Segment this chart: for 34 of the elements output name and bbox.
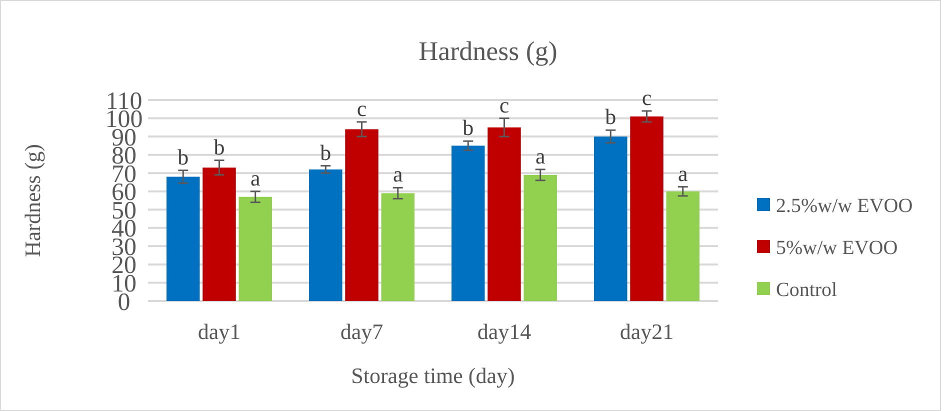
data-label: b: [462, 115, 474, 140]
bar: [666, 191, 700, 301]
data-label: a: [250, 165, 260, 190]
bar: [381, 193, 414, 301]
data-label: b: [605, 104, 616, 130]
bar: [238, 196, 272, 301]
bar: [488, 127, 521, 301]
data-label: a: [535, 143, 546, 168]
legend-label: 2.5%w/w EVOO: [776, 195, 913, 217]
data-label: a: [678, 160, 688, 186]
data-label: c: [642, 84, 652, 110]
data-label: a: [392, 162, 403, 187]
legend-label: Control: [776, 279, 838, 301]
bar: [202, 168, 236, 301]
chart-title: Hardness (g): [418, 36, 558, 66]
bar: [309, 169, 342, 301]
x-tick-label: day1: [198, 319, 241, 344]
bar: [630, 116, 664, 301]
bar: [166, 176, 200, 301]
x-tick-label: day14: [477, 319, 532, 344]
x-axis-title: Storage time (day): [351, 363, 515, 388]
y-axis-title: Hardness (g): [20, 144, 45, 258]
data-label: b: [320, 140, 332, 165]
x-tick-label: day21: [620, 319, 674, 344]
data-label: c: [499, 92, 510, 118]
x-tick-label: day7: [340, 319, 384, 344]
legend-label: 5%w/w EVOO: [776, 237, 898, 259]
bar: [345, 129, 378, 301]
data-label: b: [178, 144, 189, 170]
data-label: b: [214, 134, 225, 160]
bar: [524, 174, 557, 301]
data-label: c: [356, 96, 367, 121]
bar: [594, 136, 628, 301]
bar: [452, 146, 485, 301]
